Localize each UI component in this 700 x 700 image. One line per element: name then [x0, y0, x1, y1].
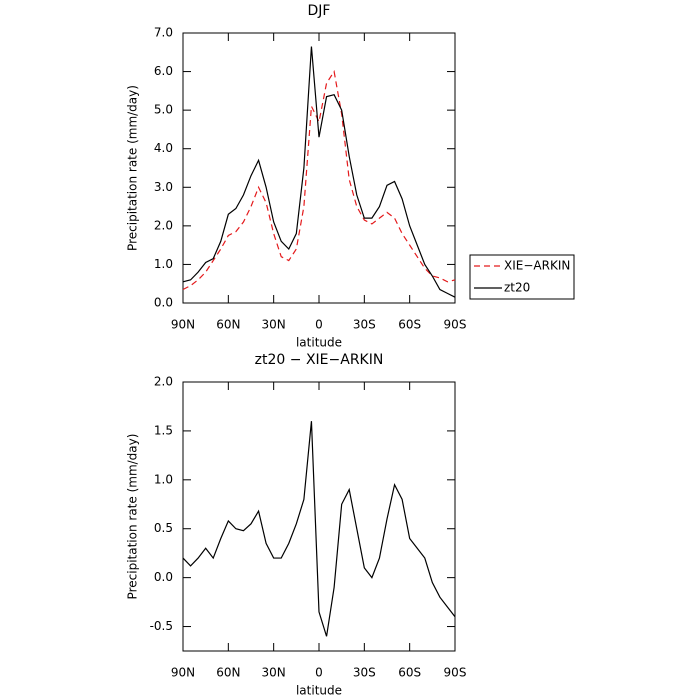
y-tick-label: 7.0 [154, 26, 173, 40]
y-tick-label: 2.0 [154, 218, 173, 232]
data-line [182, 421, 456, 637]
y-tick-label: 0.0 [154, 570, 173, 584]
x-tick-label: 60N [216, 318, 240, 332]
y-axis-label: Precipitation rate (mm/day) [126, 434, 140, 600]
x-tick-label: 60S [398, 666, 421, 680]
x-tick-label: 30S [353, 666, 376, 680]
y-tick-label: 1.5 [154, 423, 173, 437]
legend-label: XIE−ARKIN [504, 259, 570, 273]
legend-box [469, 254, 575, 300]
chart-title: DJF [308, 3, 331, 19]
x-tick-label: 30N [262, 318, 286, 332]
y-tick-label: 0.0 [154, 296, 173, 310]
x-tick-label: 90S [444, 666, 467, 680]
y-tick-label: 0.5 [154, 521, 173, 535]
data-line [182, 69, 456, 291]
x-tick-label: 30N [262, 666, 286, 680]
x-tick-label: 90S [444, 318, 467, 332]
x-axis-label: latitude [296, 684, 342, 698]
legend-label: zt20 [504, 281, 530, 295]
x-axis-label: latitude [296, 336, 342, 350]
data-line [182, 46, 456, 298]
y-tick-label: -0.5 [150, 619, 173, 633]
plot-frame [182, 32, 456, 304]
chart-title: zt20 − XIE−ARKIN [255, 352, 384, 368]
y-tick-label: 4.0 [154, 141, 173, 155]
x-tick-label: 30S [353, 318, 376, 332]
x-tick-label: 90N [171, 318, 195, 332]
x-tick-label: 90N [171, 666, 195, 680]
y-tick-label: 1.0 [154, 257, 173, 271]
y-tick-label: 1.0 [154, 472, 173, 486]
y-tick-label: 3.0 [154, 180, 173, 194]
y-tick-label: 5.0 [154, 103, 173, 117]
x-tick-label: 60N [216, 666, 240, 680]
x-tick-label: 0 [315, 666, 323, 680]
x-tick-label: 60S [398, 318, 421, 332]
y-tick-label: 2.0 [154, 375, 173, 389]
y-axis-label: Precipitation rate (mm/day) [126, 85, 140, 251]
y-tick-label: 6.0 [154, 64, 173, 78]
x-tick-label: 0 [315, 318, 323, 332]
